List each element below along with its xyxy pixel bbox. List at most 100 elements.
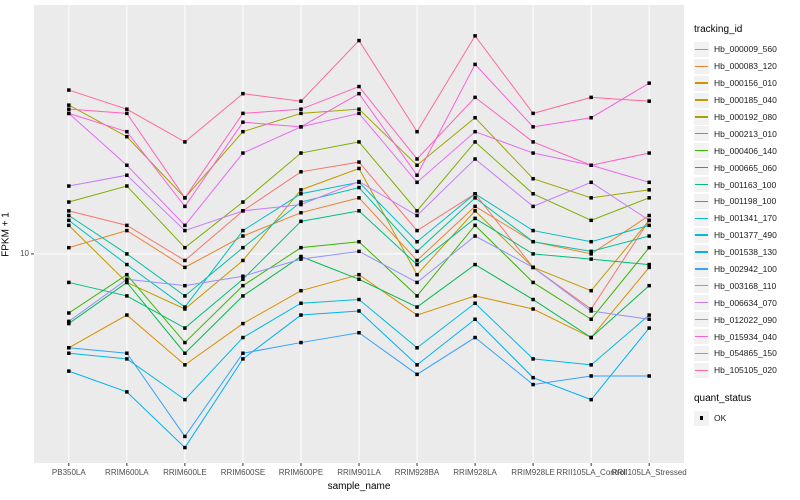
legend-item-label: Hb_000009_560 [714, 44, 777, 55]
data-point [473, 204, 477, 209]
data-point [183, 258, 187, 263]
legend-item: Hb_006634_070 [694, 294, 798, 311]
data-point [299, 200, 303, 204]
x-tick-label: RRIM600LE [163, 468, 207, 477]
data-point [241, 277, 245, 282]
data-point [67, 311, 71, 315]
legend-key-swatch [694, 312, 709, 328]
data-point [67, 346, 71, 350]
data-point [125, 134, 129, 139]
legend-key-line-icon [695, 99, 708, 101]
data-point [415, 363, 419, 367]
data-point [473, 157, 477, 161]
legend-key-swatch [694, 210, 709, 226]
data-point [357, 179, 361, 184]
data-point [241, 357, 245, 361]
data-point [473, 34, 477, 38]
square-point-icon [699, 416, 704, 421]
data-point [241, 151, 245, 155]
data-point [241, 120, 245, 124]
data-point [647, 313, 651, 317]
data-point [531, 111, 535, 116]
data-point [473, 192, 477, 196]
legend-key-swatch [694, 362, 709, 378]
data-point [299, 107, 303, 111]
data-point [299, 301, 303, 305]
tracking-id-legend-items: Hb_000009_560 Hb_000083_120 Hb_000156_010 H… [694, 41, 798, 379]
data-point [415, 294, 419, 298]
legend-item-label: Hb_001198_100 [714, 196, 777, 207]
data-point [473, 196, 477, 200]
data-point [647, 218, 651, 223]
data-point [415, 239, 419, 244]
data-point [125, 294, 129, 298]
data-point [183, 223, 187, 228]
data-point [531, 140, 535, 144]
data-point [357, 160, 361, 164]
data-point [415, 258, 419, 263]
data-point [241, 91, 245, 96]
data-point [357, 185, 361, 190]
data-point [357, 309, 361, 313]
x-tick-label: RRIM928BA [394, 468, 440, 477]
data-point [125, 223, 129, 228]
legend-item-label: Hb_012022_090 [714, 314, 777, 325]
legend-item-label: Hb_001377_490 [714, 230, 777, 241]
data-point [589, 288, 593, 293]
data-point [589, 218, 593, 223]
legend-key-line-icon [695, 65, 708, 67]
data-point [531, 125, 535, 129]
legend-title-quant-status: quant_status [694, 392, 752, 404]
data-point [415, 249, 419, 254]
legend-item-label: Hb_002942_100 [714, 264, 777, 275]
legend-item-label: Hb_000192_080 [714, 112, 777, 122]
legend-key-line-icon [695, 268, 708, 270]
legend-key-line-icon [695, 285, 708, 287]
data-point [183, 204, 187, 209]
data-point [67, 213, 71, 218]
data-point [183, 340, 187, 345]
data-point [183, 326, 187, 330]
legend-key-swatch [694, 244, 709, 260]
legend-key-line-icon [695, 149, 708, 152]
data-point [473, 317, 477, 321]
data-point [531, 192, 535, 196]
data-point [473, 140, 477, 144]
legend-item: Hb_105105_020 [694, 362, 798, 379]
data-point [67, 200, 71, 204]
data-point [647, 196, 651, 200]
legend-item-label: Hb_105105_020 [714, 365, 777, 376]
data-point [589, 95, 593, 100]
data-point [415, 262, 419, 267]
data-point [357, 196, 361, 200]
data-point [589, 196, 593, 200]
legend-item: Hb_001198_100 [694, 193, 798, 210]
data-point [183, 307, 187, 311]
data-point [183, 294, 187, 298]
legend-key-swatch [694, 109, 709, 125]
legend-item: Hb_000009_560 [694, 41, 798, 58]
legend-key-swatch [694, 193, 709, 209]
data-point [125, 184, 129, 188]
legend-key-line-icon [695, 251, 708, 253]
legend-item-label: Hb_015934_040 [714, 331, 777, 342]
data-point [241, 294, 245, 298]
legend-item-label: Hb_000213_010 [714, 128, 777, 139]
legend-key-swatch [694, 329, 709, 345]
data-point [473, 294, 477, 298]
data-point [299, 254, 303, 259]
data-point [67, 103, 71, 107]
data-point [415, 173, 419, 177]
legend-item-label: Hb_054865_150 [714, 348, 777, 359]
data-point [647, 317, 651, 321]
data-point [183, 351, 187, 355]
y-axis-title: FPKM + 1 [0, 212, 12, 257]
legend-item-label: Hb_001163_100 [714, 179, 777, 190]
data-point [299, 210, 303, 215]
data-point [589, 257, 593, 261]
data-point [241, 283, 245, 288]
data-point [125, 390, 129, 394]
data-point [241, 129, 245, 134]
data-point [183, 397, 187, 402]
data-point [647, 234, 651, 238]
